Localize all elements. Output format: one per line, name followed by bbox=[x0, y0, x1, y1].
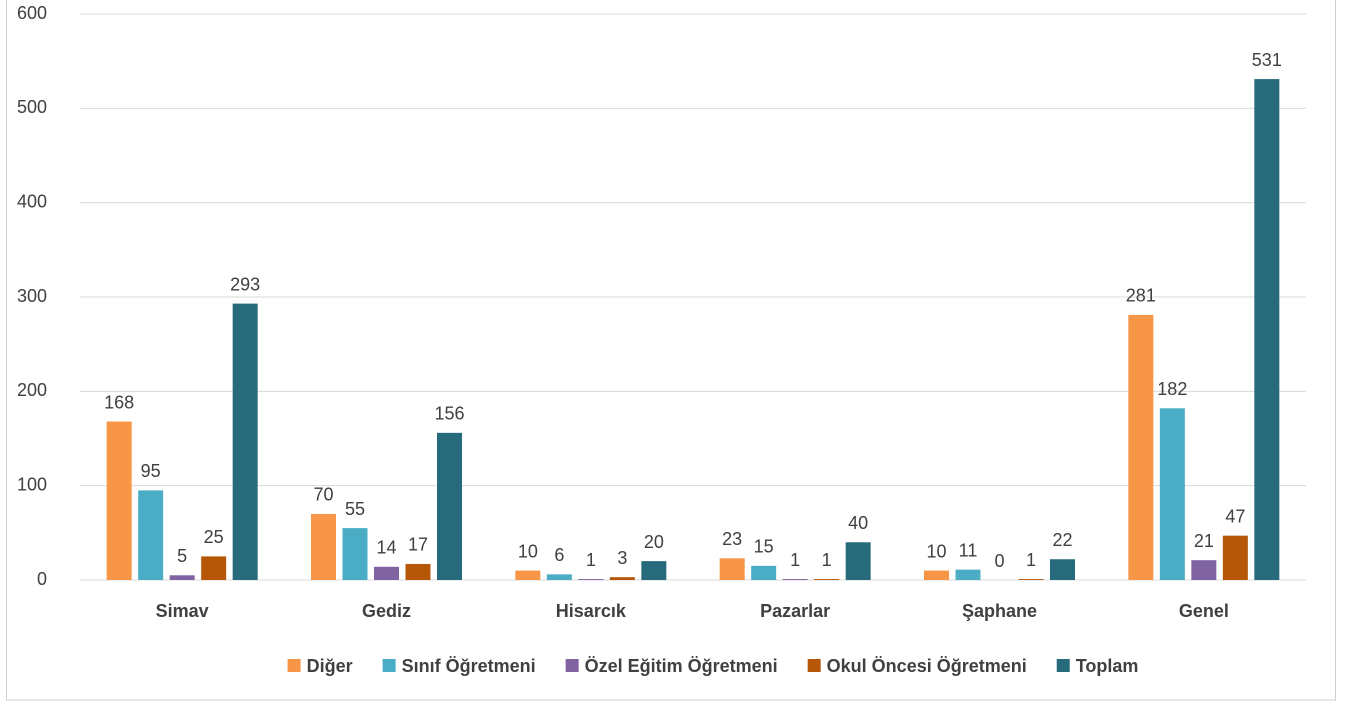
x-tick-label: Gediz bbox=[362, 601, 411, 621]
data-label: 1 bbox=[790, 550, 800, 570]
data-label: 6 bbox=[554, 545, 564, 565]
data-label: 21 bbox=[1194, 531, 1214, 551]
y-tick-label: 500 bbox=[17, 97, 47, 117]
data-label: 1 bbox=[822, 550, 832, 570]
legend-swatch bbox=[1056, 659, 1070, 672]
x-tick-label: Şaphane bbox=[962, 601, 1037, 621]
data-label: 40 bbox=[848, 513, 868, 533]
data-label: 17 bbox=[408, 535, 428, 555]
data-label: 15 bbox=[754, 537, 774, 557]
data-label: 182 bbox=[1157, 379, 1187, 399]
data-label: 11 bbox=[959, 540, 978, 560]
legend-swatch bbox=[287, 659, 301, 672]
legend-label: Diğer bbox=[307, 656, 353, 676]
bar bbox=[578, 579, 604, 580]
bar bbox=[1050, 559, 1075, 580]
y-tick-label: 300 bbox=[17, 286, 47, 306]
legend-label: Özel Eğitim Öğretmeni bbox=[585, 656, 778, 676]
data-label: 14 bbox=[376, 538, 396, 558]
legend-label: Sınıf Öğretmeni bbox=[402, 656, 536, 676]
bar bbox=[751, 565, 777, 580]
bar bbox=[169, 575, 195, 580]
bar bbox=[641, 561, 667, 580]
bar bbox=[201, 556, 227, 580]
y-tick-label: 100 bbox=[17, 474, 47, 494]
data-label: 1 bbox=[586, 550, 596, 570]
data-label: 55 bbox=[345, 499, 365, 519]
data-label: 10 bbox=[926, 541, 946, 561]
bar bbox=[924, 570, 949, 580]
bar bbox=[1159, 408, 1185, 580]
y-tick-label: 0 bbox=[37, 569, 47, 589]
data-label: 0 bbox=[994, 551, 1004, 571]
data-label: 531 bbox=[1252, 50, 1282, 70]
x-tick-label: Pazarlar bbox=[760, 601, 830, 621]
bar bbox=[311, 513, 336, 580]
bar bbox=[546, 574, 572, 580]
data-label: 281 bbox=[1126, 286, 1156, 306]
bar bbox=[814, 579, 840, 580]
bar bbox=[437, 432, 462, 580]
bar bbox=[342, 528, 368, 580]
data-label: 25 bbox=[204, 527, 224, 547]
data-label: 293 bbox=[230, 274, 260, 294]
x-tick-label: Hisarcık bbox=[556, 601, 627, 621]
bar bbox=[609, 577, 635, 580]
data-label: 3 bbox=[617, 548, 627, 568]
data-label: 95 bbox=[141, 461, 161, 481]
data-label: 23 bbox=[722, 529, 742, 549]
y-tick-label: 400 bbox=[17, 191, 47, 211]
bar bbox=[515, 570, 541, 580]
data-label: 10 bbox=[518, 541, 538, 561]
x-tick-label: Simav bbox=[156, 601, 209, 621]
bar bbox=[782, 579, 808, 580]
data-label: 156 bbox=[434, 404, 464, 424]
bar bbox=[1018, 579, 1044, 580]
x-tick-label: Genel bbox=[1179, 601, 1229, 621]
legend-swatch bbox=[807, 659, 821, 672]
data-label: 70 bbox=[313, 485, 333, 505]
chart-frame bbox=[6, 0, 1336, 701]
bar bbox=[955, 569, 981, 580]
bar bbox=[1222, 535, 1248, 580]
bar bbox=[845, 542, 871, 580]
bar bbox=[719, 558, 745, 580]
y-tick-label: 600 bbox=[17, 3, 47, 23]
data-label: 22 bbox=[1052, 530, 1072, 550]
bar bbox=[106, 421, 132, 580]
data-label: 47 bbox=[1225, 506, 1245, 526]
legend-label: Toplam bbox=[1076, 656, 1139, 676]
bar bbox=[1128, 314, 1154, 580]
bar bbox=[1191, 560, 1217, 580]
bar bbox=[1254, 79, 1280, 580]
data-label: 5 bbox=[177, 546, 187, 566]
data-label: 168 bbox=[104, 392, 134, 412]
data-label: 20 bbox=[644, 532, 664, 552]
data-label: 1 bbox=[1026, 550, 1036, 570]
legend-swatch bbox=[382, 659, 396, 672]
bar bbox=[374, 566, 399, 580]
bar bbox=[405, 563, 431, 580]
bar bbox=[232, 303, 258, 580]
y-tick-label: 200 bbox=[17, 380, 47, 400]
legend-label: Okul Öncesi Öğretmeni bbox=[827, 656, 1027, 676]
bar bbox=[138, 490, 164, 580]
legend-swatch bbox=[565, 659, 579, 672]
